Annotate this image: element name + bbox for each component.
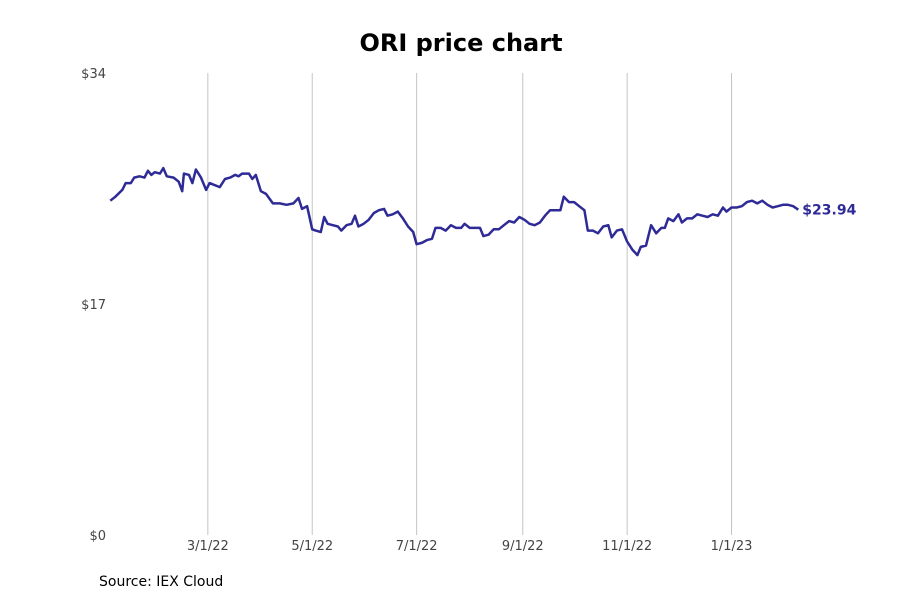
x-axis: 3/1/22 5/1/22 7/1/22 9/1/22 11/1/22 1/1/23 (187, 539, 753, 554)
x-gridlines (207, 73, 733, 535)
y-axis: $0 $17 $34 (81, 67, 106, 544)
chart-title: ORI price chart (359, 29, 562, 57)
x-tick-label: 9/1/22 (502, 539, 544, 554)
price-line (109, 166, 800, 257)
x-tick-label: 5/1/22 (291, 539, 333, 554)
x-tick-label: 11/1/22 (602, 539, 652, 554)
y-tick-label: $17 (81, 298, 106, 313)
last-price-label: $23.94 (802, 203, 856, 219)
x-tick-label: 7/1/22 (396, 539, 438, 554)
x-tick-label: 1/1/23 (711, 539, 753, 554)
y-tick-label: $34 (81, 67, 106, 82)
x-tick-label: 3/1/22 (187, 539, 229, 554)
source-note: Source: IEX Cloud (99, 574, 224, 590)
y-tick-label: $0 (89, 529, 106, 544)
